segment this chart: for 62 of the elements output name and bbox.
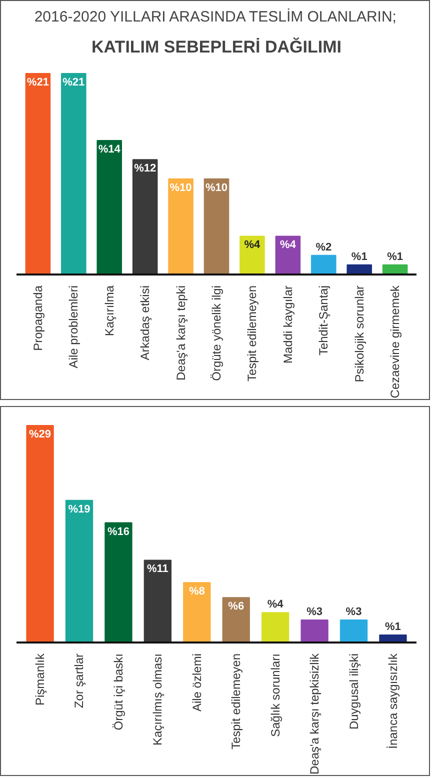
x-tick-label: Propaganda — [30, 285, 45, 351]
data-label: %4 — [244, 239, 262, 252]
data-label: %10 — [205, 182, 228, 194]
bar — [144, 560, 172, 642]
bar — [26, 425, 54, 642]
bar — [311, 254, 336, 274]
x-tick-label: Maddi kaygılar — [280, 285, 295, 364]
x-tick-label: Aile özlemi — [190, 653, 204, 712]
x-tick-label: Tespit edilemeyen — [229, 653, 244, 750]
x-tick-label: Duygusal ilişki — [346, 653, 361, 730]
x-tick-label: Kaçırılma — [102, 285, 116, 336]
bar — [65, 500, 94, 642]
bar — [168, 178, 194, 274]
bar — [222, 597, 250, 642]
x-tick-label: İnanca saygısızlık — [386, 652, 400, 749]
x-tick-label: Kaçırılmış olması — [150, 654, 165, 746]
data-label: %12 — [134, 162, 156, 175]
data-label: %10 — [170, 182, 192, 194]
bar — [104, 522, 132, 642]
x-tick-label: Örgüt içi baskı — [111, 653, 126, 730]
data-label: %4 — [267, 598, 284, 611]
data-label: %2 — [316, 241, 332, 254]
data-label: %1 — [351, 250, 368, 263]
data-label: %8 — [188, 586, 205, 598]
bar — [261, 612, 290, 642]
bar — [96, 140, 122, 274]
bar — [340, 620, 368, 642]
data-label: %4 — [280, 239, 297, 252]
x-tick-label: Arkadaş etkisi — [138, 285, 152, 360]
bar — [300, 620, 328, 642]
bar — [346, 264, 372, 274]
x-tick-label: Deaş'a karşı tepkisizlik — [308, 652, 322, 774]
x-tick-label: Tehdit-Şantaj — [316, 285, 331, 356]
x-tick-label: Psikolojik sorunlar — [352, 285, 366, 382]
chart-title: 2016-2020 YILLARI ARASINDA TESLİM OLANLARIN; — [34, 8, 396, 26]
bar — [240, 236, 265, 274]
bar — [25, 73, 51, 274]
x-tick-label: Örgüte yönelik ilgi — [210, 285, 224, 381]
data-label: %11 — [146, 563, 168, 576]
x-tick-label: Zor şartlar — [72, 653, 86, 708]
x-tick-label: Cezaevine girmemek — [388, 284, 402, 398]
data-label: %3 — [346, 606, 362, 618]
x-tick-label: Aile problemleri — [66, 285, 81, 368]
bar — [132, 159, 158, 274]
data-label: %14 — [98, 144, 122, 156]
bar — [204, 178, 230, 274]
data-label: %21 — [26, 76, 49, 89]
data-label: %6 — [228, 600, 244, 613]
data-label: %3 — [306, 606, 322, 618]
data-label: %1 — [385, 621, 401, 634]
x-tick-label: Tespit edilemeyen — [245, 285, 260, 382]
data-label: %16 — [107, 526, 130, 538]
x-tick-label: Pişmanlık — [33, 652, 48, 706]
data-label: %1 — [387, 250, 404, 263]
x-tick-label: Deaş'a karşı tepki — [174, 286, 188, 380]
data-label: %21 — [62, 76, 85, 89]
bar — [61, 73, 86, 274]
data-label: %29 — [29, 428, 52, 441]
x-tick-label: Sağlık sorunları — [268, 654, 282, 737]
bar — [183, 582, 211, 642]
data-label: %19 — [68, 503, 90, 516]
chart-subtitle: KATILIM SEBEPLERİ DAĞILIMI — [92, 36, 342, 56]
